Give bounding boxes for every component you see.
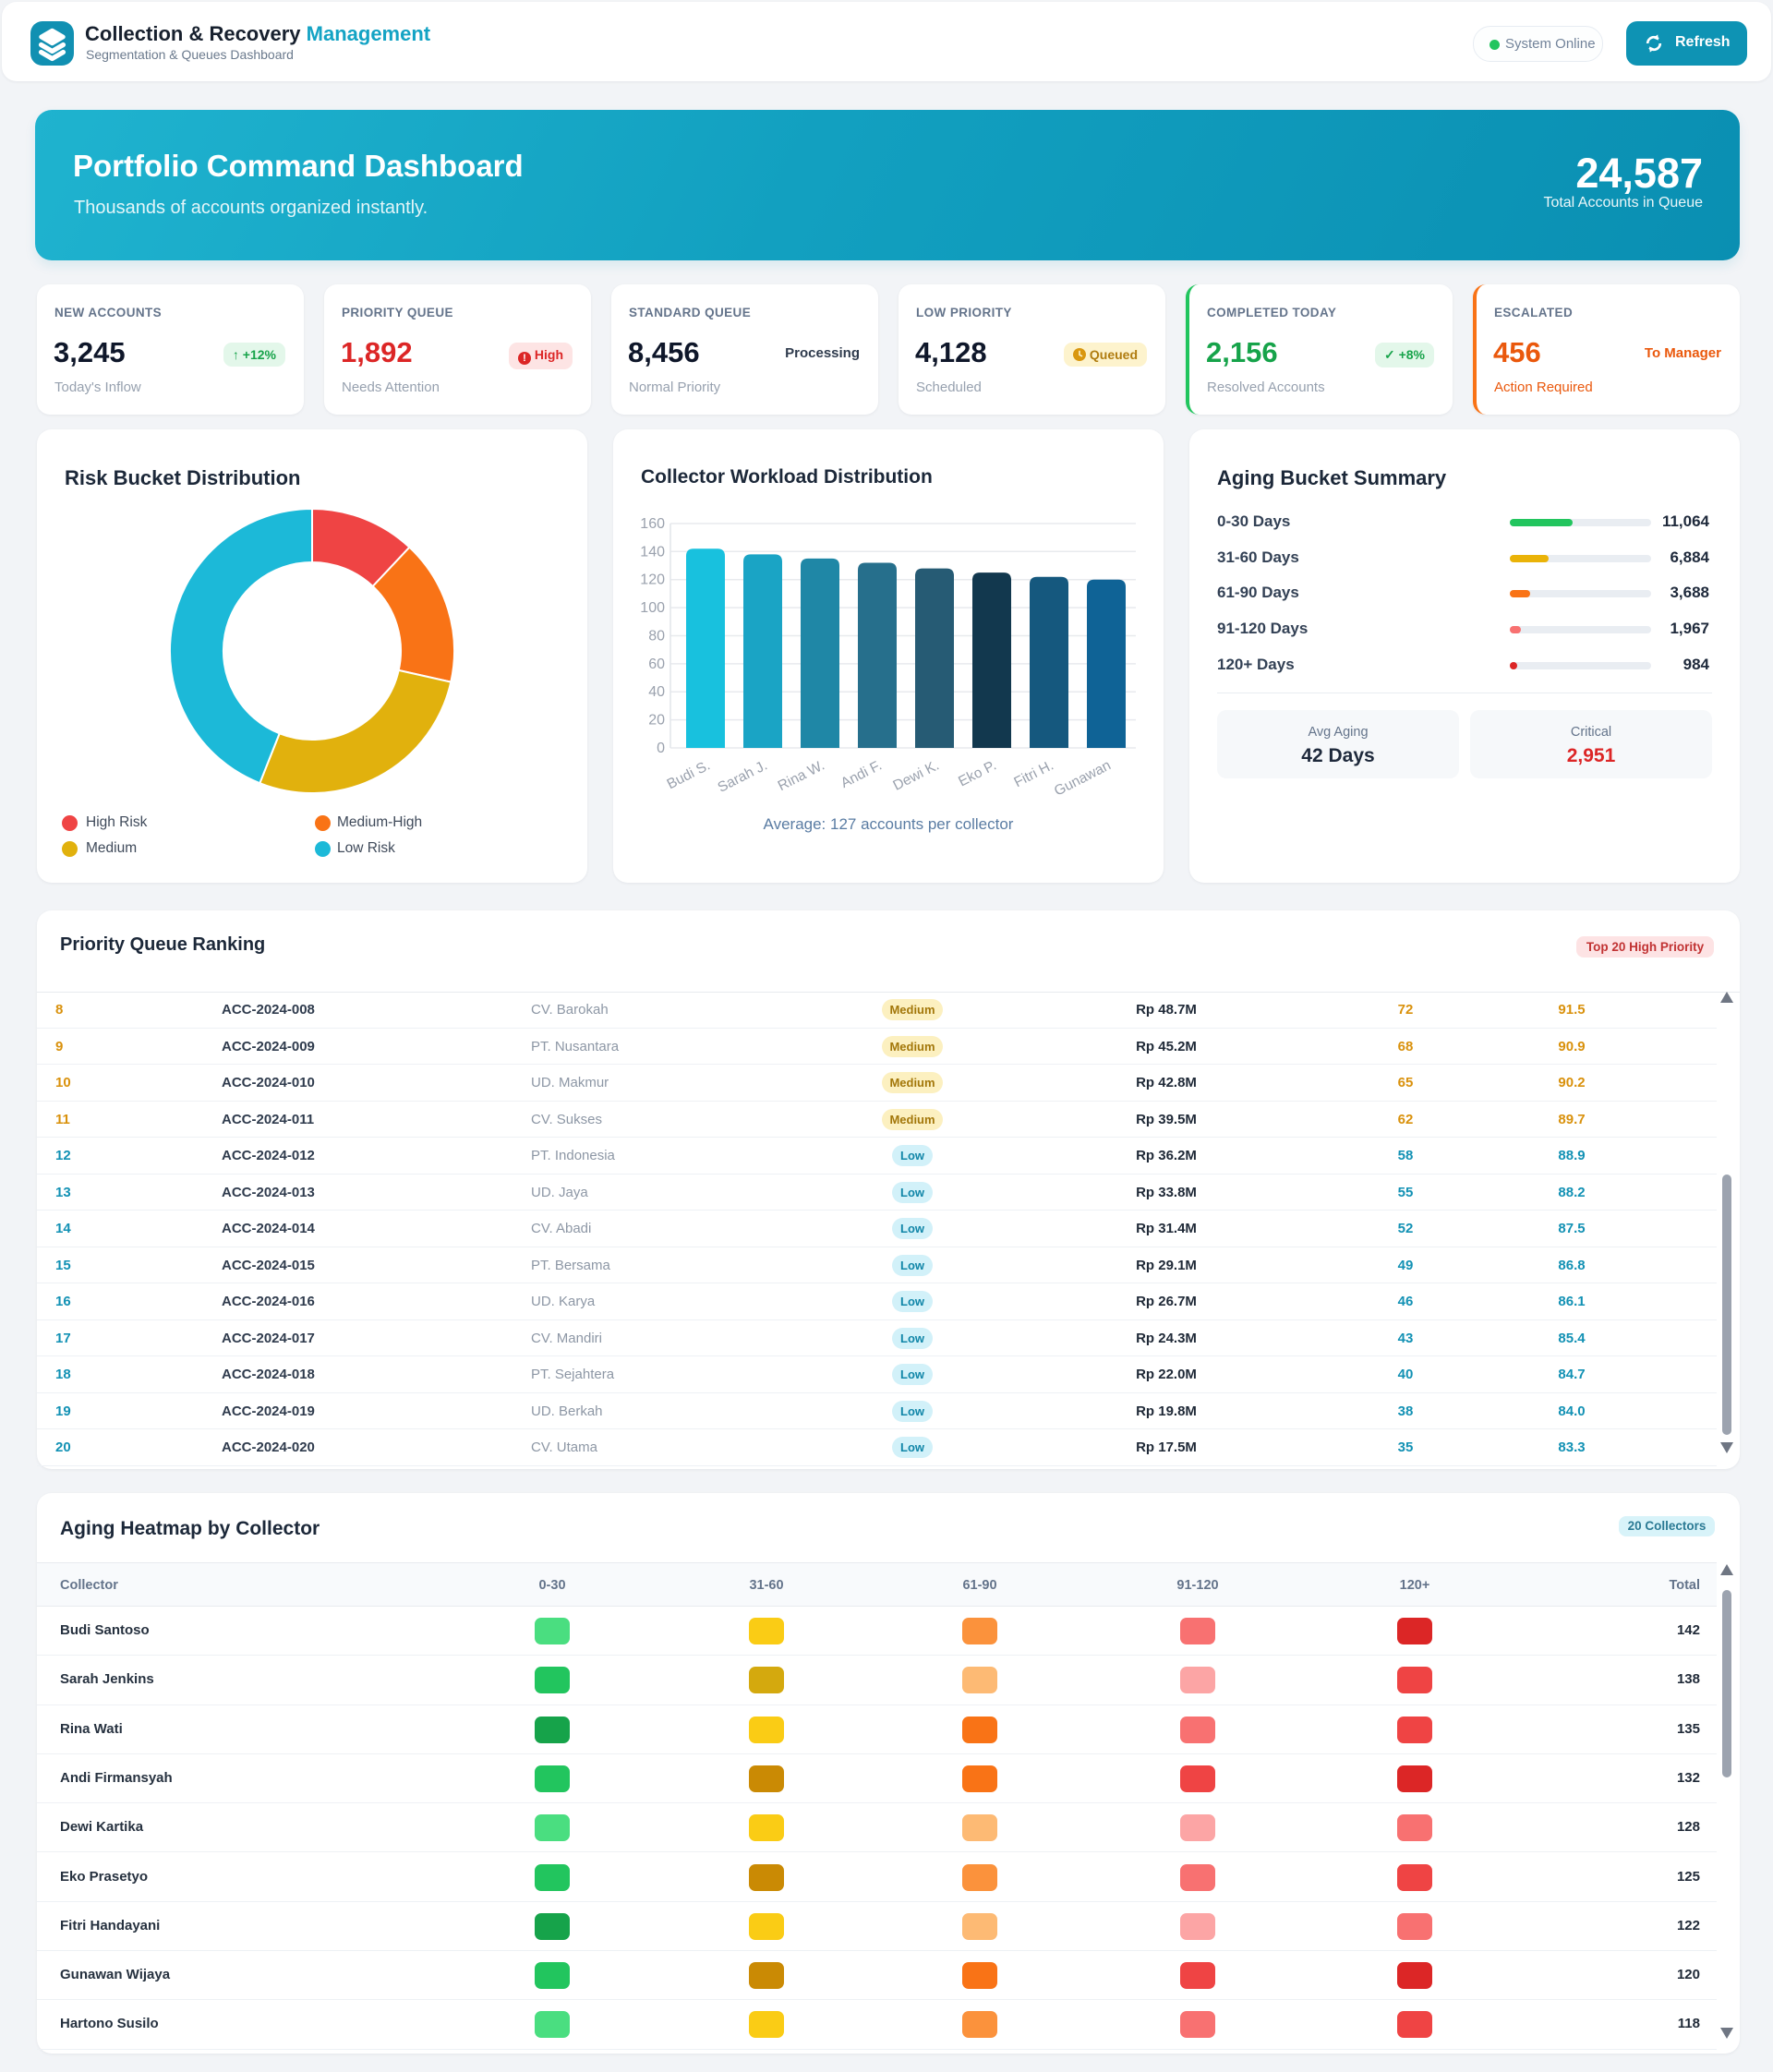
svg-text:Fitri H.: Fitri H. — [1011, 757, 1055, 790]
svg-text:Budi S.: Budi S. — [665, 757, 713, 792]
svg-text:0: 0 — [657, 741, 665, 756]
svg-text:Eko P.: Eko P. — [956, 757, 999, 789]
svg-text:Gunawan: Gunawan — [1052, 757, 1114, 799]
svg-text:Andi F.: Andi F. — [838, 757, 885, 791]
svg-text:60: 60 — [648, 657, 665, 672]
svg-text:Dewi K.: Dewi K. — [891, 757, 942, 793]
svg-text:80: 80 — [648, 629, 665, 644]
svg-text:40: 40 — [648, 684, 665, 700]
svg-text:20: 20 — [648, 713, 665, 729]
svg-text:Rina W.: Rina W. — [776, 757, 827, 794]
svg-text:140: 140 — [640, 544, 665, 560]
svg-text:100: 100 — [640, 600, 665, 616]
svg-text:120: 120 — [640, 572, 665, 588]
svg-text:160: 160 — [640, 516, 665, 532]
svg-text:Sarah J.: Sarah J. — [716, 757, 770, 795]
